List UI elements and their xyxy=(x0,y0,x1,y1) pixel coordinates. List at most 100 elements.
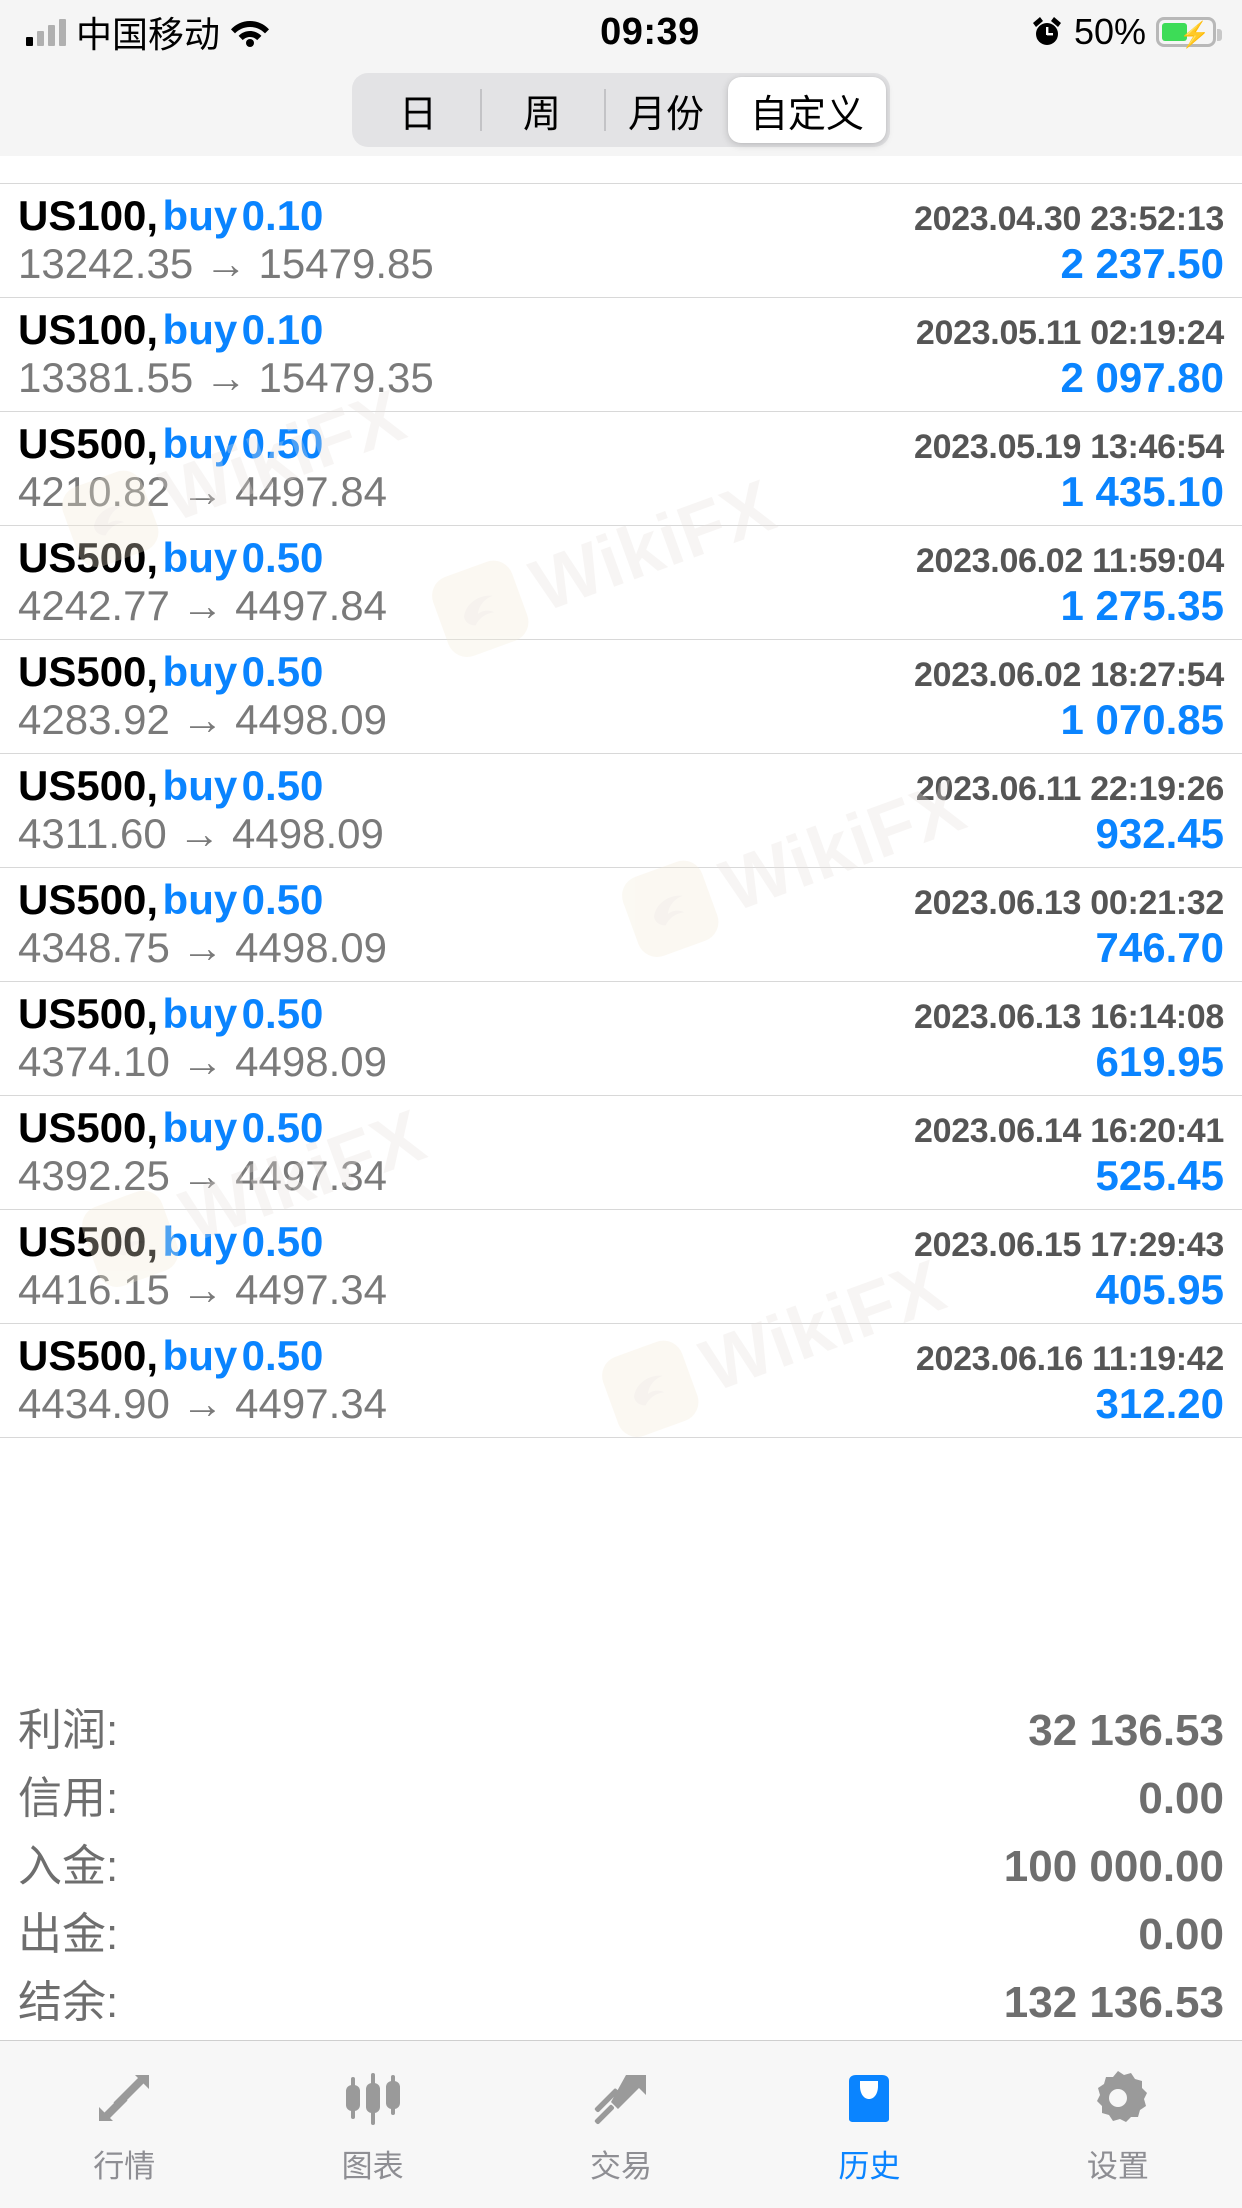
alarm-clock-icon xyxy=(1030,15,1064,49)
deal-price-range: 4283.92 → 4498.09 xyxy=(18,696,387,744)
deal-side: buy xyxy=(162,1218,238,1265)
deal-close-price: 4498.09 xyxy=(235,1038,387,1085)
deal-volume: 0.50 xyxy=(241,420,324,467)
period-tab-week[interactable]: 周 xyxy=(479,77,604,143)
deal-row[interactable]: US500, buy 0.50 2023.06.02 18:27:54 4283.9… xyxy=(0,640,1242,754)
deal-open-price: 4392.25 xyxy=(18,1152,170,1199)
period-tab-day[interactable]: 日 xyxy=(356,77,480,143)
deal-row[interactable]: US500, buy 0.50 2023.06.13 16:14:08 4374.1… xyxy=(0,982,1242,1096)
deal-arrow-icon: → xyxy=(204,354,247,401)
tab-history[interactable]: 历史 xyxy=(745,2041,993,2208)
deal-symbol-side: US500, buy 0.50 xyxy=(18,1218,323,1266)
deal-symbol: US500, xyxy=(18,1332,159,1379)
summary-row: 出金: 0.00 xyxy=(18,1896,1224,1964)
summary-row: 信用: 0.00 xyxy=(18,1760,1224,1828)
deal-profit: 2 237.50 xyxy=(1060,240,1225,287)
battery-percent-label: 50% xyxy=(1073,11,1146,52)
tab-charts[interactable]: 图表 xyxy=(248,2041,496,2208)
summary-row: 入金: 100 000.00 xyxy=(18,1828,1224,1896)
history-deal-list[interactable]: US100, buy 0.10 2023.04.30 23:52:13 13242.… xyxy=(0,156,1242,1684)
deal-row[interactable]: US500, buy 0.50 2023.05.19 13:46:54 4210.8… xyxy=(0,412,1242,526)
summary-label: 结余: xyxy=(18,1978,119,2027)
deal-row[interactable] xyxy=(0,156,1242,184)
deal-time: 2023.05.19 13:46:54 xyxy=(913,428,1224,466)
period-tab-custom[interactable]: 自定义 xyxy=(727,77,886,143)
deal-row[interactable]: US100, buy 0.10 2023.04.30 23:52:13 13242.… xyxy=(0,184,1242,298)
deal-close-price: 4497.84 xyxy=(235,582,387,629)
tab-settings[interactable]: 设置 xyxy=(994,2041,1242,2208)
deal-volume: 0.50 xyxy=(241,1332,324,1379)
deal-volume: 0.10 xyxy=(241,192,324,239)
deal-symbol-side: US500, buy 0.50 xyxy=(18,648,323,696)
deal-time: 2023.06.13 16:14:08 xyxy=(913,998,1224,1036)
deal-volume: 0.50 xyxy=(241,1218,324,1265)
deal-open-price: 4348.75 xyxy=(18,924,170,971)
tab-settings-label: 设置 xyxy=(1086,2149,1149,2184)
tab-quotes-label: 行情 xyxy=(93,2149,156,2184)
deal-arrow-icon: → xyxy=(181,582,224,629)
summary-label: 入金: xyxy=(18,1842,119,1891)
deal-symbol-side: US100, buy 0.10 xyxy=(18,306,323,354)
summary-label: 出金: xyxy=(18,1910,119,1959)
tab-trade[interactable]: 交易 xyxy=(497,2041,745,2208)
deal-symbol-side: US500, buy 0.50 xyxy=(18,876,323,924)
deal-profit: 1 275.35 xyxy=(1060,582,1225,629)
deal-price-range: 4311.60 → 4498.09 xyxy=(18,810,384,858)
deal-open-price: 4311.60 xyxy=(18,810,167,857)
deal-volume: 0.10 xyxy=(241,306,324,353)
deal-row[interactable]: US500, buy 0.50 2023.06.11 22:19:26 4311.6… xyxy=(0,754,1242,868)
deal-row[interactable]: US500, buy 0.50 2023.06.13 00:21:32 4348.7… xyxy=(0,868,1242,982)
tab-quotes[interactable]: 行情 xyxy=(0,2041,248,2208)
deal-symbol: US500, xyxy=(18,1104,159,1151)
summary-value: 100 000.00 xyxy=(1003,1842,1224,1891)
deal-symbol-side: US500, buy 0.50 xyxy=(18,1332,323,1380)
deal-row[interactable]: US500, buy 0.50 2023.06.14 16:20:41 4392.2… xyxy=(0,1096,1242,1210)
deal-symbol: US500, xyxy=(18,534,159,581)
deal-row[interactable]: US500, buy 0.50 2023.06.16 11:19:42 4434.9… xyxy=(0,1324,1242,1438)
deal-row[interactable]: US500, buy 0.50 2023.06.02 11:59:04 4242.7… xyxy=(0,526,1242,640)
deal-profit: 405.95 xyxy=(1095,1266,1224,1313)
trade-trend-arrow-icon xyxy=(588,2063,654,2133)
deal-symbol-side: US500, buy 0.50 xyxy=(18,1104,323,1152)
deal-volume: 0.50 xyxy=(241,762,324,809)
deal-open-price: 13242.35 xyxy=(18,240,194,287)
deal-price-range: 4374.10 → 4498.09 xyxy=(18,1038,387,1086)
deal-time: 2023.06.02 11:59:04 xyxy=(915,542,1224,580)
deal-time: 2023.06.02 18:27:54 xyxy=(913,656,1224,694)
deal-open-price: 4210.82 xyxy=(18,468,170,515)
status-bar-left: 中国移动 xyxy=(26,6,270,58)
deal-open-price: 13381.55 xyxy=(18,354,194,401)
status-bar: 中国移动 09:39 50% ⚡ xyxy=(0,0,1242,64)
period-tab-week-label: 周 xyxy=(522,93,561,136)
deal-price-range: 13381.55 → 15479.35 xyxy=(18,354,434,402)
gear-icon xyxy=(1085,2063,1151,2133)
deal-arrow-icon: → xyxy=(181,1266,224,1313)
deal-close-price: 4497.34 xyxy=(235,1380,387,1427)
summary-row: 利润: 32 136.53 xyxy=(18,1692,1224,1760)
tab-trade-label: 交易 xyxy=(590,2149,653,2184)
summary-row: 结余: 132 136.53 xyxy=(18,1964,1224,2032)
deal-price-range: 4416.15 → 4497.34 xyxy=(18,1266,387,1314)
deal-time: 2023.04.30 23:52:13 xyxy=(913,200,1224,238)
deal-symbol: US500, xyxy=(18,876,159,923)
deal-profit: 2 097.80 xyxy=(1060,354,1225,401)
deal-time: 2023.06.13 00:21:32 xyxy=(913,884,1224,922)
deal-close-price: 4497.34 xyxy=(235,1266,387,1313)
deal-price-range: 4434.90 → 4497.34 xyxy=(18,1380,387,1428)
carrier-label: 中国移动 xyxy=(76,14,221,55)
deal-side: buy xyxy=(162,534,238,581)
deal-close-price: 4498.09 xyxy=(235,696,387,743)
bottom-tab-bar[interactable]: 行情 图表 交易 历史 设置 xyxy=(0,2040,1242,2208)
summary-value: 132 136.53 xyxy=(1003,1978,1224,2027)
wifi-icon xyxy=(230,17,270,47)
deal-volume: 0.50 xyxy=(241,648,324,695)
deal-row[interactable]: US100, buy 0.10 2023.05.11 02:19:24 13381.… xyxy=(0,298,1242,412)
deal-time: 2023.05.11 02:19:24 xyxy=(915,314,1224,352)
deal-row[interactable]: US500, buy 0.50 2023.06.15 17:29:43 4416.1… xyxy=(0,1210,1242,1324)
deal-volume: 0.50 xyxy=(241,1104,324,1151)
period-tab-month[interactable]: 月份 xyxy=(603,77,728,143)
deal-symbol: US500, xyxy=(18,762,159,809)
period-segmented-control[interactable]: 日 周 月份 自定义 xyxy=(351,73,890,147)
deal-symbol-side: US500, buy 0.50 xyxy=(18,420,323,468)
battery-charging-icon: ⚡ xyxy=(1156,17,1222,49)
